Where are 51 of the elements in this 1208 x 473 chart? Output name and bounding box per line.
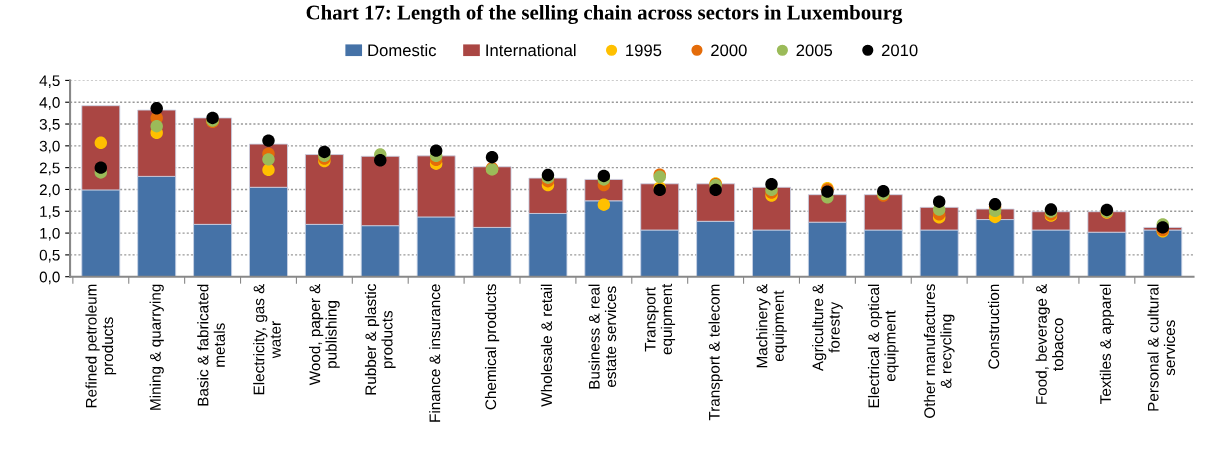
y-tick-label: 4,5 — [39, 75, 60, 88]
legend-label: 2000 — [711, 44, 747, 57]
point — [597, 198, 611, 211]
point — [150, 102, 163, 115]
x-tick-label: Mining & quarrying — [149, 284, 164, 410]
y-tick-label: 2,0 — [39, 184, 60, 197]
y-tick-label: 3,5 — [39, 118, 60, 132]
x-tick-label: Agriculture & forestry — [812, 283, 843, 372]
y-tick-label: 4,0 — [39, 97, 60, 110]
x-tick-label: Rubber & plastic products — [364, 284, 396, 395]
point — [374, 154, 387, 167]
legend-label: 1995 — [626, 44, 662, 57]
x-tick-label: Machinery & equipment — [756, 283, 787, 368]
x-tick-label: Transport & telecom — [708, 284, 723, 421]
y-tick-label: 1,5 — [40, 206, 60, 219]
x-tick-label: Finance & insurance — [429, 284, 441, 422]
y-tick-label: 0,5 — [39, 249, 60, 263]
point — [262, 134, 275, 147]
legend-label: 2010 — [881, 44, 918, 57]
legend-label: 2005 — [796, 44, 833, 57]
y-tick-label: 1,0 — [40, 227, 60, 241]
point — [932, 195, 946, 208]
point — [597, 169, 611, 183]
x-tick-label: Business & real estate services — [588, 284, 617, 389]
x-tick-label: Other manufactures & recycling — [923, 284, 955, 418]
point — [150, 120, 163, 133]
chart-title: Chart 17: Length of the selling chain across sectors in Luxembourg — [306, 4, 903, 24]
x-tick-label: Chemical products — [484, 284, 500, 410]
x-tick-label: Electrical & optical equipment — [867, 284, 899, 408]
x-tick-label: Food, beverage & tobacco — [1035, 283, 1064, 404]
point — [765, 178, 778, 191]
point — [485, 150, 499, 164]
x-tick-label: Refined petroleum products — [85, 284, 117, 408]
point — [94, 136, 108, 149]
y-tick-label: 2,5 — [39, 162, 60, 176]
x-tick-label: Basic & fabricated metals — [197, 284, 225, 406]
x-tick-label: Textiles & apparel — [1099, 284, 1114, 404]
legend-label: Domestic — [368, 43, 437, 57]
point — [709, 183, 722, 197]
x-tick-label: Transport equipment — [644, 283, 676, 355]
point — [429, 144, 443, 157]
x-tick-label: Construction — [987, 284, 1000, 369]
point — [318, 145, 331, 159]
x-tick-label: Electricity, gas & water — [253, 283, 281, 395]
legend-label: International — [486, 43, 576, 57]
x-tick-label: Personal & cultural services — [1147, 284, 1176, 411]
bar — [1143, 229, 1183, 277]
x-tick-label: Wholesale & retail — [540, 284, 553, 407]
point — [94, 161, 108, 174]
y-tick-label: 3,0 — [39, 140, 60, 154]
y-tick-label: 0,0 — [39, 271, 60, 285]
